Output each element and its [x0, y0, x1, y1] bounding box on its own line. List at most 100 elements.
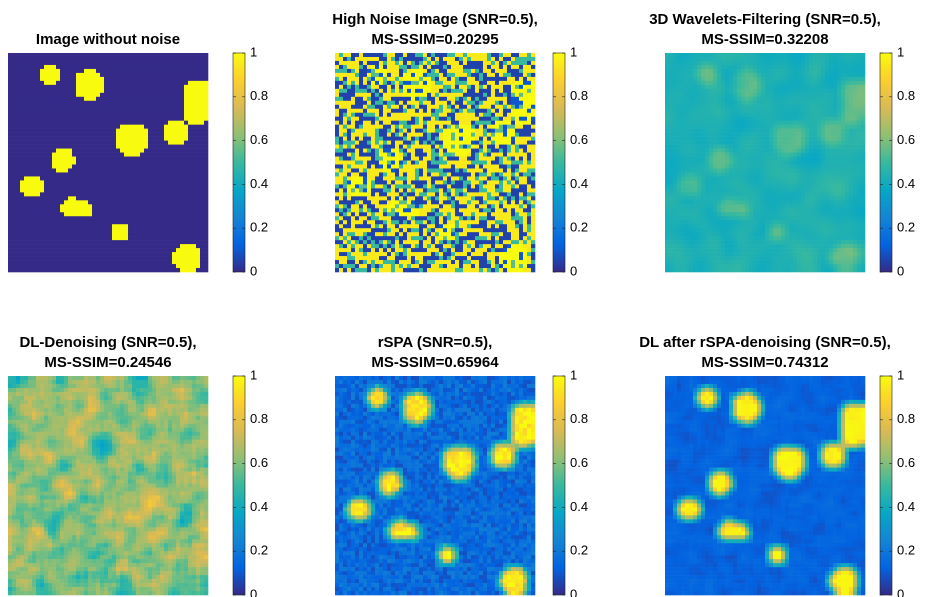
pixel	[108, 69, 112, 73]
pixel	[116, 117, 120, 121]
pixel	[339, 172, 343, 176]
pixel	[72, 240, 76, 244]
pixel	[503, 149, 507, 153]
pixel	[64, 57, 68, 61]
pixel	[479, 164, 483, 168]
pixel	[104, 101, 108, 105]
pixel	[423, 137, 427, 141]
pixel	[104, 157, 108, 161]
pixel	[152, 264, 156, 268]
pixel	[487, 145, 491, 149]
pixel	[52, 204, 56, 208]
pixel	[531, 161, 535, 165]
pixel	[112, 89, 116, 93]
pixel	[491, 77, 495, 81]
pixel	[355, 149, 359, 153]
pixel	[383, 184, 387, 188]
pixel	[519, 125, 523, 129]
pixel	[188, 109, 192, 113]
pixel	[391, 192, 395, 196]
pixel	[184, 188, 188, 192]
pixel	[36, 224, 40, 228]
pixel	[343, 196, 347, 200]
pixel	[515, 153, 519, 157]
pixel	[140, 109, 144, 113]
pixel	[164, 81, 168, 85]
pixel	[479, 204, 483, 208]
pixel	[463, 61, 467, 65]
pixel	[523, 153, 527, 157]
pixel	[455, 184, 459, 188]
pixel	[52, 224, 56, 228]
pixel	[48, 141, 52, 145]
pixel	[435, 109, 439, 113]
pixel	[80, 212, 84, 216]
pixel	[407, 188, 411, 192]
pixel	[439, 180, 443, 184]
pixel	[52, 176, 56, 180]
pixel	[132, 236, 136, 240]
pixel	[12, 141, 16, 145]
pixel	[403, 212, 407, 216]
pixel	[152, 89, 156, 93]
pixel	[355, 184, 359, 188]
pixel	[427, 77, 431, 81]
pixel	[80, 256, 84, 260]
pixel	[415, 65, 419, 69]
pixel	[423, 81, 427, 85]
pixel	[192, 204, 196, 208]
pixel	[16, 53, 20, 57]
pixel	[140, 77, 144, 81]
pixel	[200, 129, 204, 133]
pixel	[447, 113, 451, 117]
pixel	[435, 133, 439, 137]
pixel	[375, 212, 379, 216]
pixel	[451, 176, 455, 180]
pixel	[459, 204, 463, 208]
pixel	[144, 196, 148, 200]
pixel	[475, 192, 479, 196]
pixel	[391, 117, 395, 121]
pixel	[423, 180, 427, 184]
pixel	[415, 129, 419, 133]
pixel	[531, 188, 535, 192]
pixel	[379, 69, 383, 73]
pixel	[144, 200, 148, 204]
pixel	[80, 153, 84, 157]
pixel	[188, 77, 192, 81]
pixel	[351, 157, 355, 161]
pixel	[200, 184, 204, 188]
pixel	[108, 161, 112, 165]
pixel	[343, 65, 347, 69]
pixel	[120, 97, 124, 101]
pixel	[184, 57, 188, 61]
pixel	[479, 77, 483, 81]
pixel	[64, 153, 68, 157]
pixel	[391, 176, 395, 180]
pixel	[172, 172, 176, 176]
pixel	[355, 73, 359, 77]
pixel	[148, 172, 152, 176]
pixel	[40, 129, 44, 133]
pixel	[92, 248, 96, 252]
pixel	[104, 260, 108, 264]
pixel	[427, 180, 431, 184]
pixel	[100, 65, 104, 69]
pixel	[347, 145, 351, 149]
pixel	[148, 117, 152, 121]
pixel	[459, 97, 463, 101]
pixel	[411, 153, 415, 157]
pixel	[391, 204, 395, 208]
pixel	[467, 200, 471, 204]
pixel	[455, 220, 459, 224]
pixel	[419, 145, 423, 149]
pixel	[371, 113, 375, 117]
pixel	[499, 192, 503, 196]
pixel	[108, 137, 112, 141]
pixel	[28, 224, 32, 228]
pixel	[351, 196, 355, 200]
pixel	[515, 157, 519, 161]
pixel	[379, 137, 383, 141]
pixel	[140, 129, 144, 133]
pixel	[160, 53, 164, 57]
